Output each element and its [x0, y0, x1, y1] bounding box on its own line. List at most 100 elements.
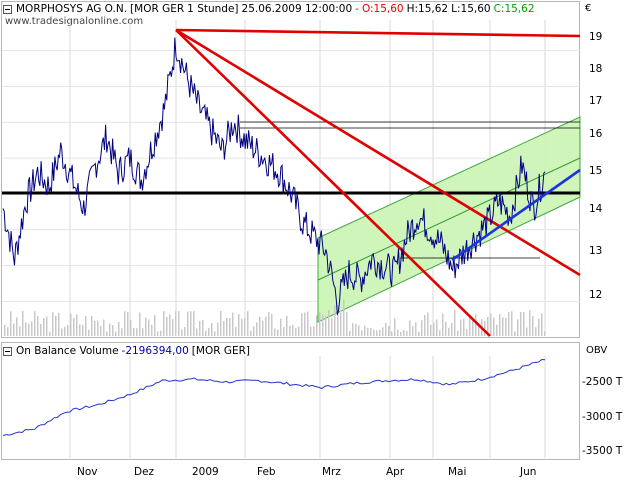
volume-bar	[355, 323, 357, 336]
volume-bar	[409, 320, 411, 336]
volume-bar	[76, 314, 78, 336]
volume-bar	[136, 328, 138, 336]
volume-bar	[259, 316, 261, 336]
volume-bar	[397, 329, 399, 336]
price-tick-label: 14	[589, 203, 603, 215]
volume-bar	[82, 325, 84, 336]
time-tick-label: Feb	[257, 466, 276, 478]
price-chart-header: MORPHOSYS AG O.N. [MOR GER 1 Stunde] 25.…	[3, 3, 535, 15]
price-tick-label: 12	[589, 289, 603, 301]
source-watermark: www.tradesignalonline.com	[5, 16, 144, 27]
volume-bar	[340, 310, 342, 336]
volume-bar	[97, 320, 99, 336]
volume-bar	[235, 326, 237, 336]
volume-bar	[121, 328, 123, 336]
volume-bar	[244, 317, 246, 336]
volume-bar	[103, 319, 105, 336]
volume-bar	[73, 318, 75, 336]
volume-bar	[133, 328, 135, 336]
volume-bar	[70, 313, 72, 336]
volume-bar	[373, 329, 375, 336]
obv-indicator-panel[interactable]	[1, 342, 580, 460]
quote-low: L:15,60	[451, 3, 491, 15]
volume-bar	[28, 323, 30, 336]
volume-bar	[31, 321, 33, 336]
time-tick-label: Nov	[77, 466, 98, 478]
volume-bar	[19, 326, 21, 336]
collapse-obv-icon[interactable]	[3, 346, 12, 356]
obv-tick-label: -3000 T	[582, 411, 623, 423]
volume-bar	[169, 314, 171, 336]
volume-bar	[247, 311, 249, 336]
volume-bar	[94, 320, 96, 336]
volume-bar	[367, 327, 369, 336]
volume-bar	[205, 330, 207, 336]
quote-high: H:15,62	[406, 3, 449, 15]
volume-bar	[439, 330, 441, 336]
volume-bar	[376, 330, 378, 336]
volume-bar	[538, 318, 540, 336]
volume-bar	[232, 312, 234, 336]
volume-bar	[511, 311, 513, 336]
volume-bar	[268, 312, 270, 336]
volume-bar	[88, 329, 90, 336]
volume-bar	[283, 326, 285, 336]
volume-bar	[10, 311, 12, 336]
volume-bar	[466, 329, 468, 336]
volume-bar	[490, 313, 492, 336]
volume-bar	[496, 324, 498, 336]
volume-bar	[403, 329, 405, 336]
price-series-line[interactable]	[2, 37, 546, 315]
time-tick-label: 2009	[192, 466, 219, 478]
volume-bar	[148, 319, 150, 336]
downtrend-line-mid[interactable]	[175, 28, 581, 277]
price-tick-label: 15	[589, 165, 603, 177]
time-tick-label: Apr	[386, 466, 405, 478]
downtrend-line-steep[interactable]	[175, 29, 491, 337]
volume-bar	[448, 328, 450, 336]
volume-bar	[181, 329, 183, 336]
quote-close: C:15,62	[493, 3, 535, 15]
volume-bar	[55, 315, 57, 336]
volume-bar	[22, 310, 24, 336]
volume-bar	[331, 317, 333, 336]
volume-bar	[394, 318, 396, 336]
volume-bar	[262, 320, 264, 336]
volume-bar	[382, 327, 384, 336]
volume-bar	[337, 304, 339, 336]
price-tick-label: 17	[589, 95, 603, 107]
volume-bar	[379, 329, 381, 336]
obv-tick-label: -2500 T	[582, 376, 623, 388]
volume-bar	[487, 316, 489, 336]
volume-bar	[520, 311, 522, 336]
obv-series-line[interactable]	[2, 358, 546, 436]
price-tick-label: 16	[589, 128, 603, 140]
channel-mid-line[interactable]	[317, 157, 581, 281]
price-tick-label: 18	[589, 63, 603, 75]
volume-bar	[541, 313, 543, 336]
volume-bar	[280, 318, 282, 336]
volume-bar	[319, 311, 321, 336]
volume-bar	[295, 327, 297, 336]
downtrend-line-top[interactable]	[175, 28, 581, 38]
uptrend-line[interactable]	[451, 168, 581, 262]
volume-bar	[130, 319, 132, 336]
volume-bar	[166, 317, 168, 336]
volume-bar	[163, 311, 165, 336]
volume-bar	[175, 311, 177, 336]
volume-bar	[517, 319, 519, 336]
instrument-name: MORPHOSYS AG O.N.	[16, 3, 128, 15]
volume-bar	[157, 331, 159, 336]
volume-bar	[301, 313, 303, 336]
collapse-panel-icon[interactable]	[3, 4, 12, 14]
volume-bar	[241, 318, 243, 336]
volume-bar	[358, 325, 360, 336]
volume-bar	[193, 310, 195, 336]
volume-bar	[391, 331, 393, 336]
volume-bar	[484, 320, 486, 336]
volume-bar	[463, 319, 465, 336]
volume-bar	[472, 317, 474, 336]
volume-bar	[142, 328, 144, 336]
volume-bar	[13, 323, 15, 336]
